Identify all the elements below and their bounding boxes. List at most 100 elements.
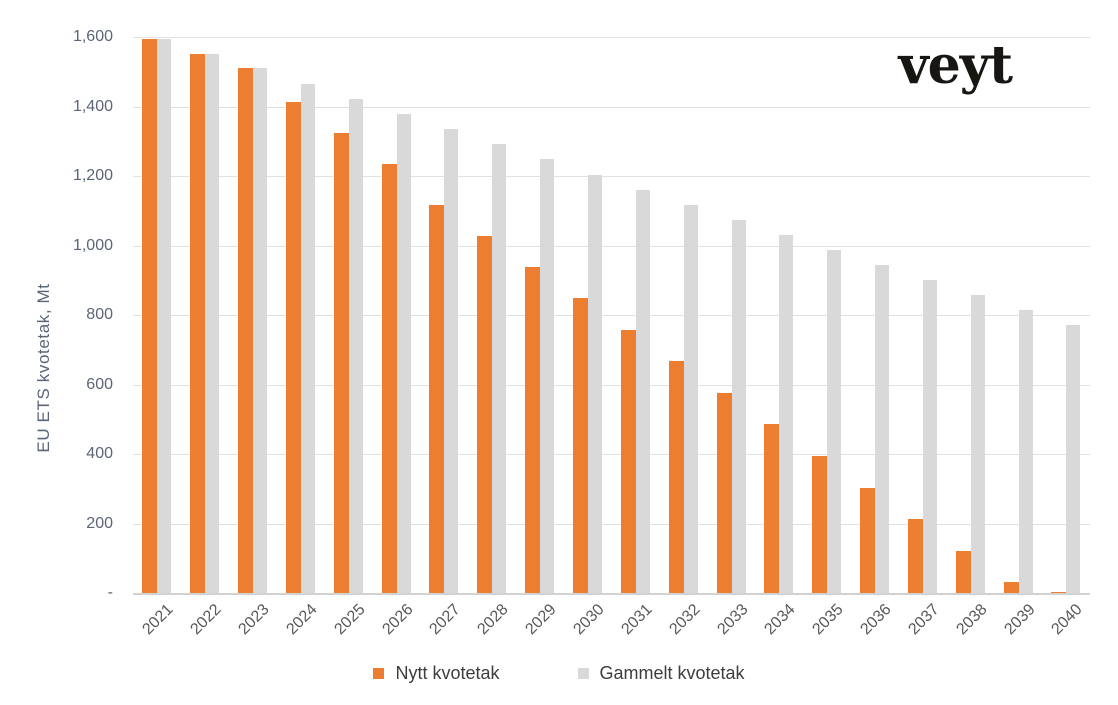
legend-swatch-gammelt-kvotetak: [577, 668, 589, 679]
bar-nytt-kvotetak-2025: [333, 132, 349, 593]
bar-group-2038: [946, 37, 994, 593]
bar-group-2040: [1042, 37, 1090, 593]
x-tick-label-2031: 2031: [618, 601, 656, 639]
bar-group-2027: [420, 37, 468, 593]
bar-nytt-kvotetak-2022: [190, 53, 206, 593]
bar-nytt-kvotetak-2034: [764, 423, 780, 593]
gridline: [133, 176, 1090, 177]
bar-gammelt-kvotetak-2039: [1018, 310, 1033, 593]
bar-group-2024: [277, 37, 325, 593]
bar-nytt-kvotetak-2033: [716, 392, 732, 593]
bar-nytt-kvotetak-2037: [907, 519, 923, 593]
bar-nytt-kvotetak-2028: [477, 235, 493, 593]
bars: [133, 37, 1090, 593]
y-tick-label: -: [107, 584, 113, 601]
x-tick-label-2026: 2026: [379, 601, 417, 639]
bar-group-2026: [372, 37, 420, 593]
bar-gammelt-kvotetak-2037: [922, 280, 937, 593]
bar-gammelt-kvotetak-2035: [827, 250, 842, 593]
bar-gammelt-kvotetak-2031: [635, 189, 650, 593]
bar-gammelt-kvotetak-2036: [875, 264, 890, 593]
bar-gammelt-kvotetak-2022: [205, 53, 220, 593]
y-tick-label: 200: [86, 514, 113, 532]
x-tick-label-2037: 2037: [905, 601, 943, 639]
bar-nytt-kvotetak-2040: [1051, 591, 1067, 593]
bar-group-2028: [468, 37, 516, 593]
gridline: [133, 37, 1090, 38]
y-tick-label: 400: [86, 445, 113, 462]
bar-nytt-kvotetak-2032: [668, 361, 684, 593]
bar-nytt-kvotetak-2023: [238, 68, 254, 593]
x-tick-label-2038: 2038: [953, 601, 991, 639]
bar-gammelt-kvotetak-2021: [157, 38, 172, 593]
bar-nytt-kvotetak-2038: [955, 550, 971, 593]
legend: Nytt kvotetak Gammelt kvotetak: [0, 663, 1118, 684]
x-tick-label-2023: 2023: [235, 601, 273, 639]
gridline: [133, 523, 1090, 525]
bar-nytt-kvotetak-2031: [620, 329, 636, 593]
veyt-logo: veyt: [898, 35, 1013, 96]
bar-group-2030: [564, 37, 612, 593]
bar-nytt-kvotetak-2036: [860, 487, 876, 593]
bar-gammelt-kvotetak-2029: [540, 159, 555, 593]
gridline: [133, 245, 1090, 247]
legend-label-gammelt-kvotetak: Gammelt kvotetak: [599, 663, 745, 683]
y-tick-label: 600: [86, 375, 113, 393]
x-tick-label-2034: 2034: [761, 601, 800, 639]
bar-nytt-kvotetak-2039: [1003, 582, 1019, 593]
y-tick-label: 1,000: [72, 236, 113, 254]
bar-group-2022: [181, 37, 229, 593]
bar-gammelt-kvotetak-2027: [444, 129, 459, 593]
x-tick-label-2021: 2021: [139, 601, 177, 639]
legend-item-gammelt-kvotetak: Gammelt kvotetak: [577, 663, 745, 684]
x-tick-label-2025: 2025: [331, 601, 369, 639]
gridline: [133, 315, 1090, 316]
y-tick-label: 800: [86, 306, 113, 323]
gridline: [133, 454, 1090, 455]
bar-gammelt-kvotetak-2024: [300, 83, 315, 593]
bar-group-2034: [755, 37, 803, 593]
x-tick-label-2033: 2033: [713, 601, 752, 639]
legend-swatch-nytt-kvotetak: [373, 668, 385, 679]
bar-group-2032: [659, 37, 707, 593]
x-tick-label-2039: 2039: [1001, 601, 1039, 639]
bar-nytt-kvotetak-2024: [285, 101, 301, 593]
bar-gammelt-kvotetak-2028: [492, 144, 507, 593]
bar-nytt-kvotetak-2030: [573, 298, 589, 593]
y-tick-label: 1,600: [72, 28, 113, 45]
x-tick-label-2029: 2029: [522, 601, 560, 639]
x-tick-label-2027: 2027: [426, 601, 465, 639]
legend-item-nytt-kvotetak: Nytt kvotetak: [373, 663, 500, 684]
bar-gammelt-kvotetak-2033: [731, 219, 746, 593]
bar-group-2025: [324, 37, 372, 593]
bar-nytt-kvotetak-2021: [142, 38, 158, 593]
plot-area: [133, 37, 1090, 595]
x-tick-label-2028: 2028: [474, 601, 512, 639]
x-tick-label-2022: 2022: [187, 601, 225, 639]
bar-group-2036: [851, 37, 899, 593]
x-axis-tick-labels: 2021 2022 2023 2024 2025 2026 2027 2028 2029 2030…: [0, 601, 1118, 661]
gridline: [133, 384, 1090, 386]
bar-gammelt-kvotetak-2030: [588, 174, 603, 593]
bar-gammelt-kvotetak-2034: [779, 234, 794, 593]
bar-nytt-kvotetak-2027: [429, 204, 445, 593]
y-axis-tick-labels: 1,600 1,400 1,200 1,000 800 600 400 200 -: [0, 28, 113, 601]
bar-group-2029: [516, 37, 564, 593]
bar-group-2021: [133, 37, 181, 593]
bar-nytt-kvotetak-2026: [381, 163, 397, 593]
bar-gammelt-kvotetak-2025: [348, 99, 363, 593]
bar-group-2033: [707, 37, 755, 593]
bar-nytt-kvotetak-2035: [812, 455, 828, 593]
y-tick-label: 1,200: [72, 167, 113, 184]
bar-group-2037: [899, 37, 947, 593]
bar-group-2035: [803, 37, 851, 593]
bar-gammelt-kvotetak-2038: [970, 295, 985, 593]
x-tick-label-2035: 2035: [809, 601, 847, 639]
bar-gammelt-kvotetak-2026: [396, 114, 411, 593]
bar-gammelt-kvotetak-2032: [683, 204, 698, 593]
bar-group-2031: [611, 37, 659, 593]
y-tick-label: 1,400: [72, 97, 113, 115]
x-tick-label-2030: 2030: [570, 601, 608, 639]
legend-label-nytt-kvotetak: Nytt kvotetak: [395, 663, 500, 683]
